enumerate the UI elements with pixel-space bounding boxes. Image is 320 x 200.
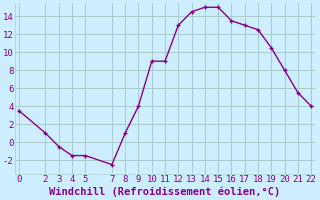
X-axis label: Windchill (Refroidissement éolien,°C): Windchill (Refroidissement éolien,°C) <box>49 187 281 197</box>
